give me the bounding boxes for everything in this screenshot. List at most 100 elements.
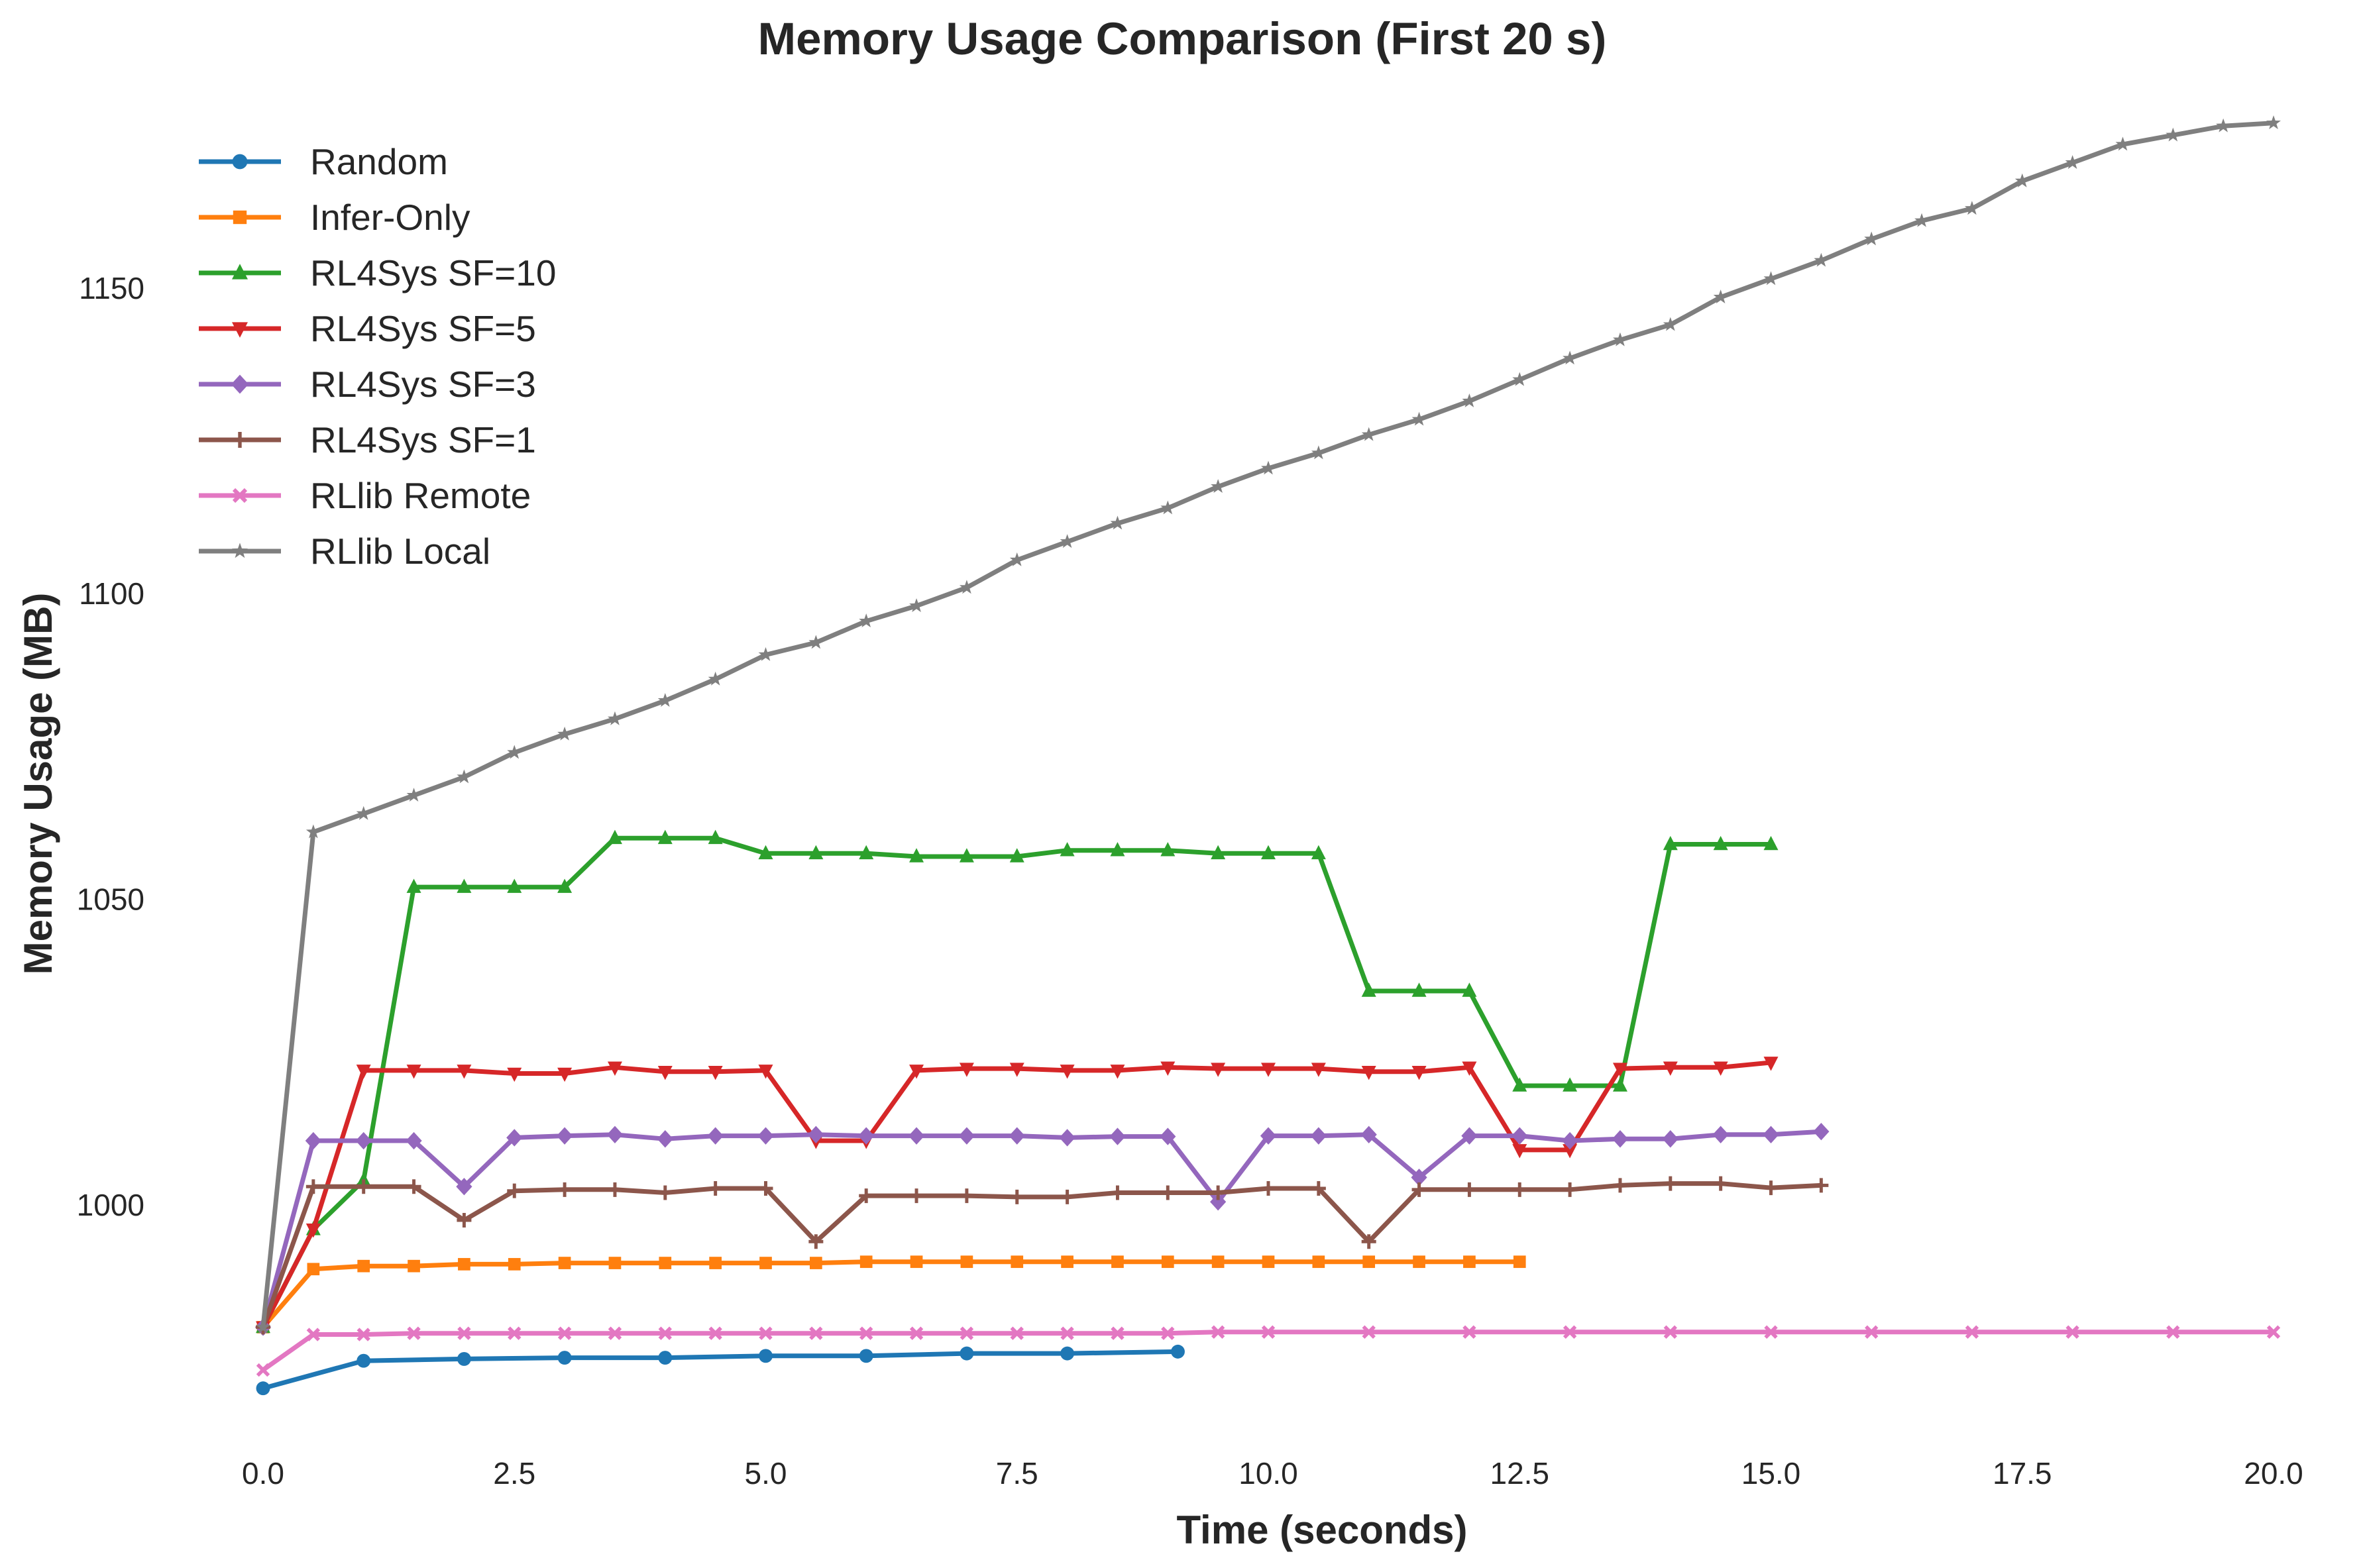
data-point <box>1171 1344 1185 1359</box>
data-point <box>1060 1346 1075 1361</box>
data-point <box>1010 1326 1024 1340</box>
data-point <box>305 1179 321 1194</box>
data-point <box>1411 1169 1427 1186</box>
data-point <box>1612 332 1627 346</box>
data-point <box>457 1212 472 1228</box>
data-point <box>1261 1181 1276 1196</box>
data-point <box>1865 1325 1879 1339</box>
data-point <box>1411 1065 1427 1080</box>
data-point <box>657 829 673 845</box>
data-point <box>557 1351 572 1365</box>
data-point <box>658 1351 673 1365</box>
data-point <box>1311 1063 1326 1077</box>
data-point <box>858 1127 875 1145</box>
data-point <box>607 1182 622 1197</box>
data-point <box>1261 1325 1276 1339</box>
data-point <box>1763 1180 1779 1196</box>
data-point <box>1713 1061 1728 1076</box>
data-point <box>859 845 874 860</box>
data-point <box>606 1125 624 1143</box>
data-point <box>909 848 924 862</box>
data-point <box>1161 1326 1175 1340</box>
data-point <box>1310 1127 1327 1145</box>
series-line-rllib-local <box>260 121 2276 1330</box>
data-point <box>1311 845 1326 860</box>
data-point <box>1563 1077 1578 1092</box>
x-tick-label: 17.5 <box>1993 1456 2052 1490</box>
data-point <box>1713 835 1728 851</box>
data-point <box>1060 1326 1074 1340</box>
data-point <box>909 598 924 612</box>
series-line-infer-only <box>260 1259 1522 1330</box>
data-point <box>1059 1129 1075 1147</box>
data-point <box>307 1263 320 1276</box>
data-point <box>658 1326 672 1340</box>
data-point <box>1311 445 1326 460</box>
data-point <box>1261 1063 1276 1077</box>
legend-item-rl4sys-sf-3: RL4Sys SF=3 <box>199 364 536 405</box>
data-point <box>960 1255 973 1269</box>
data-point <box>1060 534 1075 549</box>
data-point <box>2014 173 2030 187</box>
data-point <box>859 1255 873 1269</box>
data-point <box>1712 1125 1729 1143</box>
series-rl4sys-sf-10 <box>256 829 1779 1333</box>
data-point <box>457 1351 471 1366</box>
data-point <box>1563 1325 1577 1339</box>
data-point <box>1261 845 1276 860</box>
data-point <box>305 824 321 839</box>
data-point <box>1060 1065 1075 1079</box>
data-point <box>1563 350 1578 365</box>
data-point <box>659 1257 672 1269</box>
series-infer-only <box>256 1255 1526 1333</box>
data-point <box>960 1346 974 1361</box>
data-point <box>357 1353 371 1368</box>
data-point <box>1512 1144 1527 1159</box>
legend-label: Random <box>310 141 448 182</box>
data-point <box>1160 1127 1176 1145</box>
data-point <box>1060 842 1075 857</box>
legend-item-rl4sys-sf-5: RL4Sys SF=5 <box>199 308 536 349</box>
data-point <box>458 1258 470 1271</box>
data-point <box>909 1065 924 1079</box>
data-point <box>657 1185 673 1200</box>
data-point <box>1160 1185 1176 1200</box>
data-point <box>809 1326 823 1340</box>
legend-label: RL4Sys SF=5 <box>310 308 536 349</box>
data-point <box>1211 1255 1225 1269</box>
data-point <box>859 1349 873 1363</box>
data-point <box>457 1326 471 1340</box>
data-point <box>1563 1144 1578 1159</box>
data-point <box>1663 1325 1677 1339</box>
data-point <box>959 848 974 862</box>
data-point <box>1211 479 1226 494</box>
data-point <box>356 1065 371 1079</box>
data-point <box>1311 1181 1326 1196</box>
data-point <box>960 1326 974 1340</box>
data-point <box>507 745 522 759</box>
data-point <box>1612 1063 1627 1077</box>
data-point <box>305 1224 321 1238</box>
data-point <box>1562 1131 1578 1150</box>
data-point <box>1663 1176 1678 1191</box>
data-point <box>355 1131 372 1150</box>
data-point <box>1161 1255 1174 1269</box>
data-point <box>607 829 622 845</box>
data-point <box>1361 1065 1376 1080</box>
data-point <box>708 1181 723 1196</box>
data-point <box>1009 848 1024 862</box>
data-point <box>757 1127 774 1145</box>
data-point <box>1813 1122 1830 1141</box>
data-point <box>1864 231 1879 246</box>
data-point <box>1061 1255 1073 1269</box>
data-point <box>305 1131 321 1150</box>
data-point <box>1260 1127 1277 1145</box>
y-tick-label: 1100 <box>79 576 144 611</box>
legend-marker <box>232 154 248 170</box>
data-point <box>1612 1178 1627 1193</box>
data-point <box>1463 1255 1476 1269</box>
data-point <box>1362 1255 1376 1269</box>
data-point <box>557 1182 573 1197</box>
